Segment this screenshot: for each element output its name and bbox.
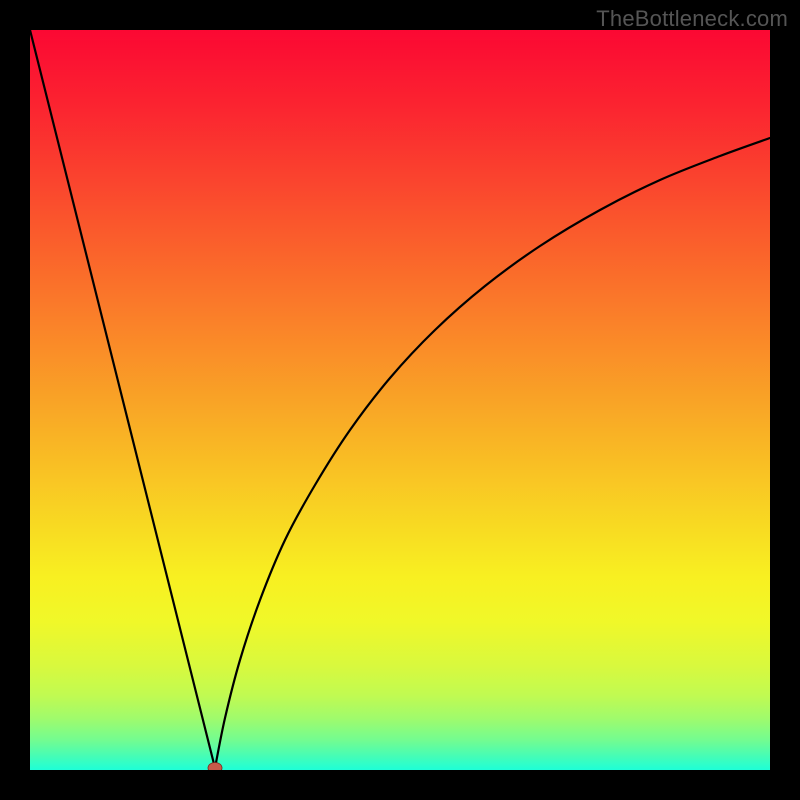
minimum-marker [208, 763, 222, 771]
watermark-text: TheBottleneck.com [596, 6, 788, 32]
plot-svg [30, 30, 770, 770]
gradient-background [30, 30, 770, 770]
plot-area [30, 30, 770, 770]
chart-frame: TheBottleneck.com [0, 0, 800, 800]
